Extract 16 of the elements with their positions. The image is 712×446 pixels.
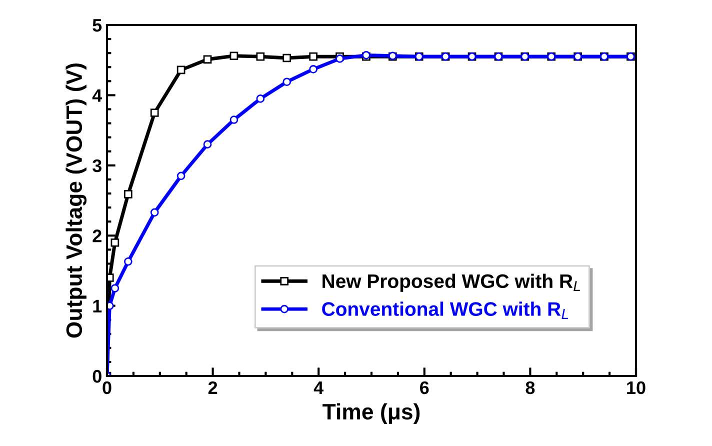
legend-label: Conventional WGC with R$_{L}$ (322, 302, 568, 319)
x-tick-label: 2 (208, 381, 218, 394)
y-tick-label: 4 (92, 89, 102, 102)
y-axis-title: Output Voltage (VOUT) (V) (66, 64, 87, 338)
x-tick-label: 4 (314, 382, 324, 394)
legend-label: New Proposed WGC with R$_{L}$ (322, 274, 580, 292)
x-axis-title: Time (μs) (322, 403, 420, 424)
y-tick-label: 2 (92, 230, 102, 242)
y-tick-label: 1 (93, 300, 102, 312)
x-tick-label: 10 (627, 381, 646, 394)
y-tick-label: 5 (92, 19, 102, 32)
x-tick-label: 8 (526, 381, 535, 394)
y-tick-label: 3 (92, 159, 102, 172)
x-tick-label: 6 (420, 381, 429, 394)
x-tick-label: 0 (102, 381, 112, 394)
y-tick-label: 0 (92, 370, 102, 383)
